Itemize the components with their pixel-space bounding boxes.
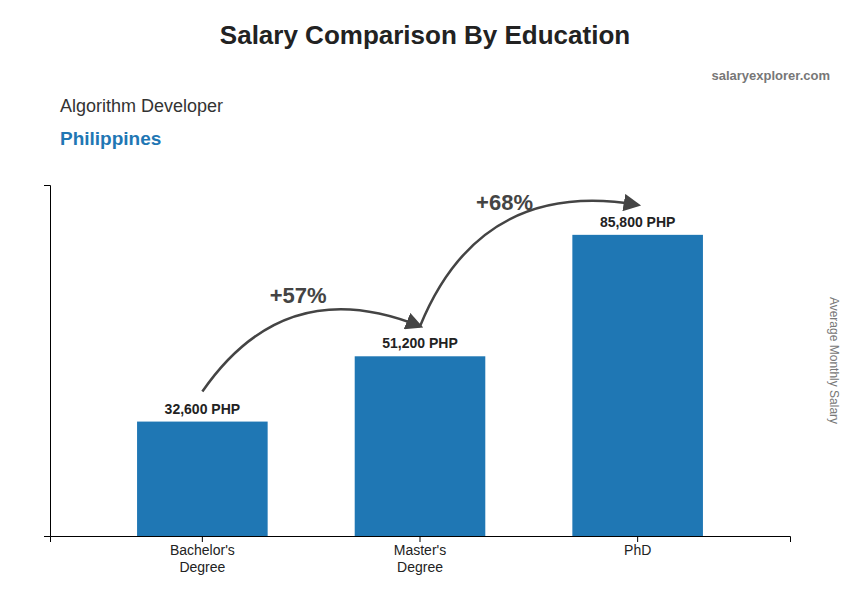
x-tick-label-line: Degree: [397, 559, 443, 575]
subtitle: Algorithm Developer: [60, 96, 223, 116]
bar: [572, 235, 703, 536]
growth-label: +57%: [270, 283, 327, 308]
value-label: 32,600 PHP: [165, 401, 241, 417]
country: Philippines: [60, 128, 161, 149]
y-axis-line: [44, 186, 51, 537]
title: Salary Comparison By Education: [220, 20, 630, 50]
y-axis: [44, 186, 51, 537]
x-tick-label: Master'sDegree: [394, 542, 446, 575]
source: salaryexplorer.com: [711, 68, 830, 83]
x-tick-label: PhD: [624, 542, 651, 558]
x-tick-label: Bachelor'sDegree: [170, 542, 235, 575]
chart-svg: Salary Comparison By Education Algorithm …: [0, 0, 850, 606]
annotations: +57% +68%: [202, 190, 637, 392]
x-tick-label-line: Master's: [394, 542, 446, 558]
growth-arrow: [202, 309, 420, 391]
growth-label: +68%: [476, 190, 533, 215]
value-label: 85,800 PHP: [600, 214, 676, 230]
bar: [355, 356, 486, 536]
x-tick-label-line: PhD: [624, 542, 651, 558]
chart-container: Salary Comparison By Education Algorithm …: [0, 0, 850, 606]
y-axis-label: Average Monthly Salary: [827, 297, 841, 424]
value-label: 51,200 PHP: [382, 335, 458, 351]
plot-area: [137, 235, 703, 536]
x-tick: Bachelor'sDegree: [170, 536, 235, 575]
x-tick: Master'sDegree: [394, 536, 446, 575]
x-tick-label-line: Bachelor's: [170, 542, 235, 558]
bar: [137, 422, 268, 536]
value-labels: 32,600 PHP 51,200 PHP 85,800 PHP: [165, 214, 676, 417]
x-tick: PhD: [624, 536, 651, 558]
growth-arrow: [420, 201, 638, 326]
x-axis: Bachelor'sDegreeMaster'sDegreePhD: [51, 536, 791, 575]
x-tick-label-line: Degree: [179, 559, 225, 575]
